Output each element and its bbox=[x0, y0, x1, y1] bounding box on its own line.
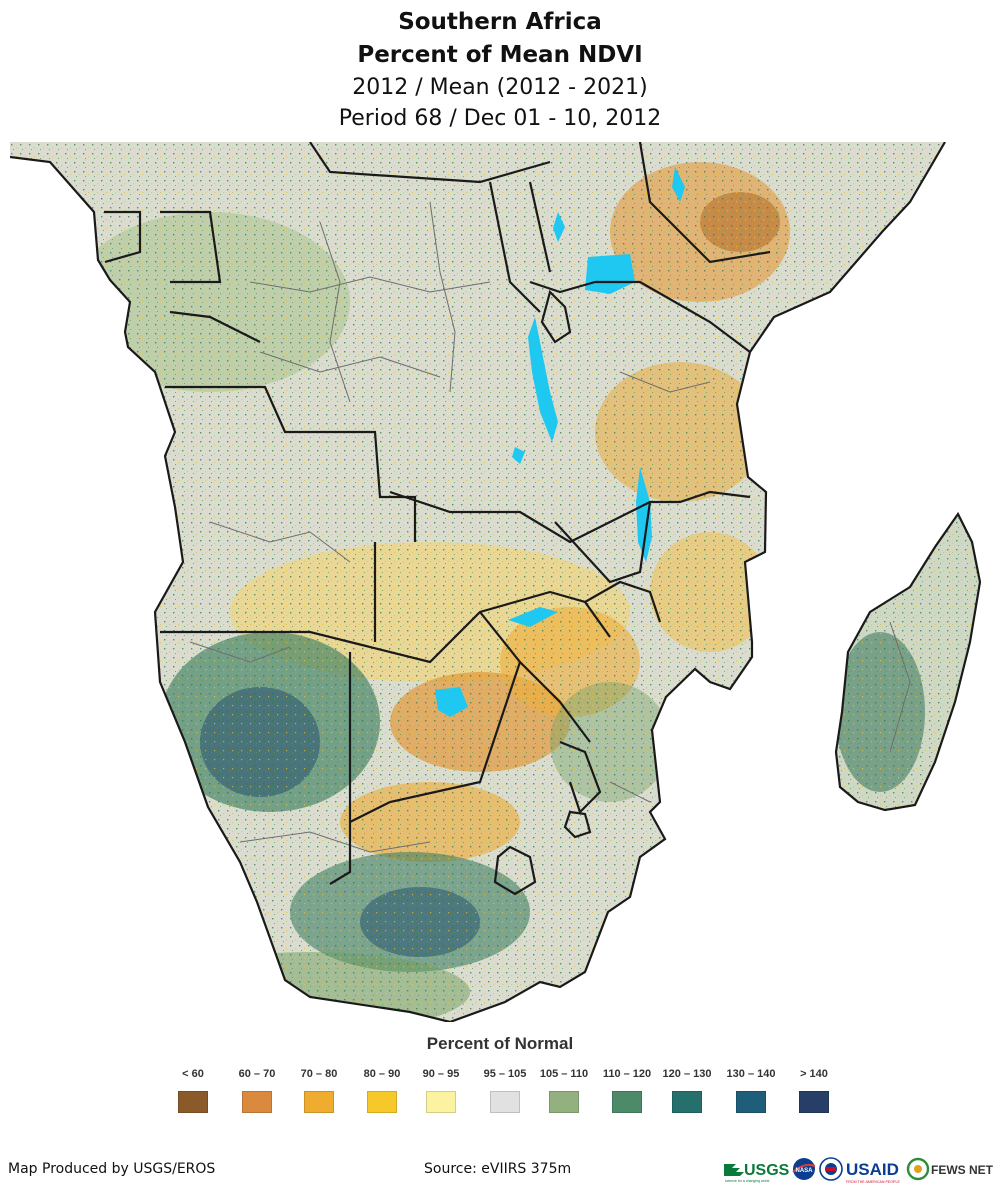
usgs-logo-text: USGS bbox=[744, 1162, 790, 1179]
legend-swatch bbox=[367, 1091, 397, 1113]
lake-victoria bbox=[585, 254, 635, 294]
country-borders bbox=[10, 142, 982, 1022]
lake-turkana bbox=[672, 167, 685, 202]
fews-net-logo: FEWS NET bbox=[906, 1157, 994, 1181]
usaid-logo: USAID FROM THE AMERICAN PEOPLE bbox=[819, 1157, 900, 1184]
legend-swatch bbox=[799, 1091, 829, 1113]
admin-boundaries bbox=[189, 201, 911, 853]
map-subtitle-dekad: Period 68 / Dec 01 - 10, 2012 bbox=[338, 106, 662, 131]
legend-label: 120 – 130 bbox=[662, 1068, 712, 1080]
data-source: Source: eVIIRS 375m bbox=[424, 1161, 572, 1177]
legend-label: 80 – 90 bbox=[363, 1068, 401, 1080]
legend-swatch bbox=[242, 1091, 272, 1113]
ndvi-anomaly-layer bbox=[10, 142, 980, 1022]
map-title: Southern Africa bbox=[398, 9, 602, 35]
legend-item-70-80: 70 – 80 bbox=[289, 1068, 349, 1113]
legend-label: < 60 bbox=[182, 1068, 204, 1080]
legend-swatch bbox=[672, 1091, 702, 1113]
legend-label: 60 – 70 bbox=[238, 1068, 276, 1080]
fews-net-logo-text: FEWS NET bbox=[931, 1163, 994, 1177]
legend-swatch bbox=[549, 1091, 579, 1113]
legend-swatch bbox=[490, 1091, 520, 1113]
legend-item-120-130: 120 – 130 bbox=[657, 1068, 717, 1113]
legend-item-110-120: 110 – 120 bbox=[597, 1068, 657, 1113]
lake-albert bbox=[553, 212, 565, 242]
nasa-logo-text: NASA bbox=[795, 1168, 813, 1174]
legend-item-lt60: < 60 bbox=[163, 1068, 223, 1113]
legend-item-95-105: 95 – 105 bbox=[475, 1068, 535, 1113]
water-bodies bbox=[435, 167, 685, 717]
legend-item-60-70: 60 – 70 bbox=[227, 1068, 287, 1113]
map-credit: Map Produced by USGS/EROS bbox=[8, 1161, 216, 1177]
legend-label: > 140 bbox=[800, 1068, 828, 1080]
lake-tanganyika bbox=[528, 317, 558, 442]
legend-swatch bbox=[612, 1091, 642, 1113]
title-block: Southern Africa Percent of Mean NDVI 201… bbox=[0, 6, 1000, 134]
usaid-logo-tagline: FROM THE AMERICAN PEOPLE bbox=[846, 1180, 900, 1184]
legend-label: 130 – 140 bbox=[726, 1068, 776, 1080]
legend-label: 110 – 120 bbox=[602, 1068, 652, 1080]
ndvi-map bbox=[10, 142, 982, 1022]
legend-label: 70 – 80 bbox=[300, 1068, 338, 1080]
legend-label: 95 – 105 bbox=[483, 1068, 527, 1080]
lake-malawi bbox=[636, 467, 652, 562]
legend-swatch bbox=[304, 1091, 334, 1113]
legend-item-90-95: 90 – 95 bbox=[411, 1068, 471, 1113]
legend-item-gt140: > 140 bbox=[784, 1068, 844, 1113]
legend-label: 105 – 110 bbox=[539, 1068, 589, 1080]
map-subtitle-period: 2012 / Mean (2012 - 2021) bbox=[352, 75, 648, 100]
legend-item-105-110: 105 – 110 bbox=[534, 1068, 594, 1113]
legend-title: Percent of Normal bbox=[426, 1034, 574, 1053]
okavango-delta bbox=[435, 687, 468, 717]
legend-item-130-140: 130 – 140 bbox=[721, 1068, 781, 1113]
partner-logos: USGS science for a changing world NASA U… bbox=[724, 1157, 994, 1184]
usgs-logo: USGS science for a changing world bbox=[724, 1162, 790, 1183]
legend-label: 90 – 95 bbox=[422, 1068, 460, 1080]
legend-swatch bbox=[736, 1091, 766, 1113]
map-title-product: Percent of Mean NDVI bbox=[357, 42, 643, 68]
lake-kariba bbox=[508, 607, 558, 627]
nasa-logo: NASA bbox=[792, 1158, 816, 1180]
usgs-logo-tagline: science for a changing world bbox=[725, 1179, 769, 1183]
legend-swatch bbox=[178, 1091, 208, 1113]
legend-swatch bbox=[426, 1091, 456, 1113]
lake-mweru bbox=[512, 447, 525, 464]
usaid-logo-text: USAID bbox=[846, 1160, 899, 1179]
legend-item-80-90: 80 – 90 bbox=[352, 1068, 412, 1113]
